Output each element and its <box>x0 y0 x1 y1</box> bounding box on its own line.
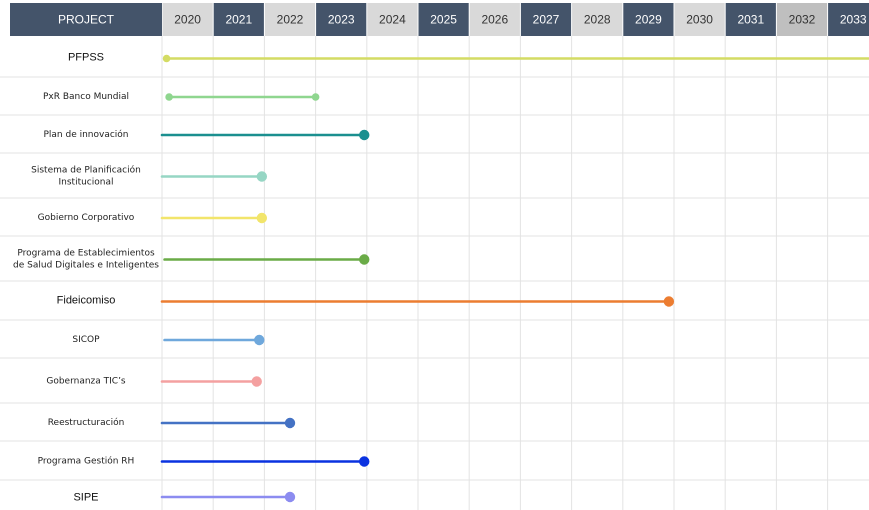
year-tick-label: 2024 <box>379 13 406 27</box>
project-end-marker <box>254 334 265 346</box>
project-label: Programa de Establecimientos de Salud Dig… <box>13 249 159 271</box>
project-row: Gobernanza TIC’s <box>46 376 262 387</box>
year-tick-label: 2030 <box>686 13 713 27</box>
project-row: SIPE <box>73 491 296 504</box>
project-end-marker <box>663 296 675 307</box>
project-row: Sistema de Planificación Institucional <box>31 165 268 188</box>
year-tick-label: 2020 <box>174 13 201 27</box>
project-label: Sistema de Planificación Institucional <box>31 165 141 188</box>
project-row: SICOP <box>72 334 265 346</box>
year-header-cell <box>828 3 869 36</box>
project-label: Plan de innovación <box>43 129 128 140</box>
project-end-marker <box>256 212 268 224</box>
project-end-marker <box>256 171 268 182</box>
project-label: SICOP <box>72 335 100 345</box>
project-label: PxR Banco Mundial <box>43 92 129 102</box>
year-header-cell <box>367 3 418 36</box>
project-row: Gobierno Corporativo <box>38 212 268 224</box>
year-header-cell <box>623 3 674 36</box>
year-header-cell <box>264 3 316 36</box>
year-tick-label: 2029 <box>635 13 662 27</box>
year-tick-label: 2025 <box>430 13 457 27</box>
project-end-marker <box>251 376 262 387</box>
year-tick-label: 2032 <box>789 13 816 27</box>
project-row: Reestructuración <box>48 417 296 429</box>
year-tick-label: 2022 <box>277 13 304 27</box>
year-tick-label: 2028 <box>584 13 611 27</box>
year-header-cell <box>469 3 520 36</box>
project-end-marker <box>284 417 296 429</box>
project-start-marker <box>165 93 173 101</box>
project-header-label: PROJECT <box>58 13 115 27</box>
year-header-cell <box>776 3 828 36</box>
project-label: Fideicomiso <box>57 295 116 307</box>
year-tick-label: 2033 <box>840 13 867 27</box>
year-tick-label: 2027 <box>533 13 560 27</box>
project-row: Plan de innovación <box>43 129 370 141</box>
project-label: PFPSS <box>68 52 104 64</box>
project-row: Programa de Establecimientos de Salud Dig… <box>13 249 370 271</box>
project-label: Gobierno Corporativo <box>38 213 135 223</box>
project-label: SIPE <box>73 492 98 504</box>
project-label: Reestructuración <box>48 417 125 428</box>
year-header-cell <box>418 3 469 36</box>
year-header-cell <box>572 3 623 36</box>
project-end-marker <box>359 254 370 265</box>
year-tick-label: 2021 <box>225 13 252 27</box>
project-end-marker <box>359 456 370 467</box>
year-tick-label: 2026 <box>481 13 508 27</box>
project-end-marker <box>359 129 370 141</box>
project-label: Programa Gestión RH <box>38 456 135 467</box>
year-header-cell <box>316 3 367 36</box>
project-row: PFPSS <box>68 52 869 64</box>
project-row: Fideicomiso <box>57 295 675 307</box>
project-end-marker <box>311 93 320 101</box>
year-header-cell <box>725 3 776 36</box>
header-row: PROJECT 2020 2021 2022 2023 2024 2025 2026 2027 2… <box>10 3 869 36</box>
project-rows: PFPSS PxR Banco Mundial Plan de innovación… <box>13 52 869 504</box>
project-end-marker <box>284 491 296 503</box>
year-header-cell <box>213 3 264 36</box>
grid <box>0 36 869 510</box>
year-tick-label: 2031 <box>737 13 764 27</box>
project-header-cell <box>10 3 162 36</box>
project-start-marker <box>162 54 171 63</box>
project-label: Gobernanza TIC’s <box>46 377 126 387</box>
year-tick-label: 2023 <box>328 13 355 27</box>
year-header-cell <box>520 3 572 36</box>
project-row: Programa Gestión RH <box>38 456 370 467</box>
year-header-cell <box>674 3 725 36</box>
year-header-cell <box>162 3 213 36</box>
project-row: PxR Banco Mundial <box>43 92 320 102</box>
